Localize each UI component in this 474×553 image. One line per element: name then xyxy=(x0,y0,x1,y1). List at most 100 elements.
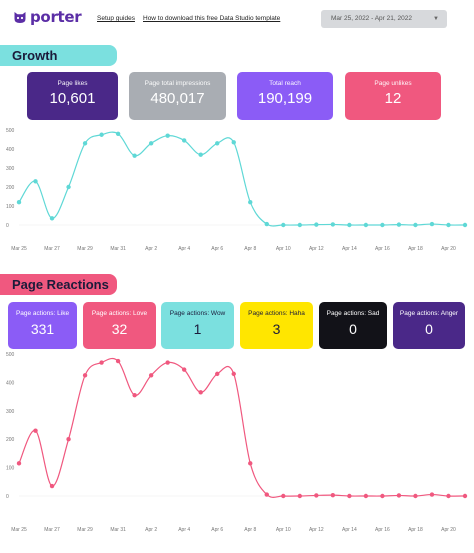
kpi-label: Page total impressions xyxy=(144,80,211,87)
growth-kpi-card: Total reach 190,199 xyxy=(237,72,333,120)
x-tick-label: Apr 6 xyxy=(211,527,223,533)
data-point xyxy=(148,373,154,378)
data-point xyxy=(132,153,137,158)
reaction-kpi-card: Page actions: Love 32 xyxy=(83,302,156,349)
y-tick-label: 200 xyxy=(6,185,15,191)
data-point xyxy=(363,222,369,228)
kpi-value: 32 xyxy=(111,321,128,337)
data-point xyxy=(264,492,269,497)
page-reactions-section-title: Page Reactions xyxy=(0,274,117,295)
data-point xyxy=(462,493,468,499)
data-point xyxy=(66,437,71,442)
data-point xyxy=(363,493,369,499)
data-point xyxy=(314,493,319,498)
data-point xyxy=(148,141,154,146)
x-tick-label: Apr 8 xyxy=(244,246,256,252)
data-point xyxy=(49,483,55,489)
data-point xyxy=(297,493,303,499)
brand-name: porter xyxy=(30,8,82,26)
data-point xyxy=(281,222,286,228)
data-point xyxy=(380,222,385,228)
data-point xyxy=(49,216,55,221)
data-point xyxy=(446,222,451,228)
data-point xyxy=(33,428,38,433)
data-point xyxy=(396,222,402,227)
x-tick-label: Mar 29 xyxy=(77,527,93,533)
setup-guides-link[interactable]: Setup guides xyxy=(97,15,135,22)
data-point xyxy=(16,200,22,205)
data-point xyxy=(347,493,352,499)
y-tick-label: 400 xyxy=(6,380,15,386)
reaction-kpi-card: Page actions: Haha 3 xyxy=(240,302,313,349)
kpi-value: 10,601 xyxy=(49,90,96,107)
kpi-value: 0 xyxy=(349,321,357,337)
data-point xyxy=(99,360,104,365)
data-point xyxy=(297,222,303,228)
x-tick-label: Mar 31 xyxy=(110,527,126,533)
x-tick-label: Apr 10 xyxy=(276,527,291,533)
data-point xyxy=(413,222,418,228)
growth-kpi-card: Page total impressions 480,017 xyxy=(129,72,226,120)
data-point xyxy=(314,222,319,227)
data-point xyxy=(99,132,104,137)
data-point xyxy=(248,200,253,205)
data-point xyxy=(16,461,22,466)
kpi-label: Page actions: Like xyxy=(15,310,70,317)
x-tick-label: Apr 20 xyxy=(441,527,456,533)
kpi-label: Page actions: Anger xyxy=(399,310,459,317)
reaction-kpi-card: Page actions: Anger 0 xyxy=(393,302,465,349)
data-point xyxy=(215,141,220,146)
x-tick-label: Apr 12 xyxy=(309,246,324,252)
kpi-label: Page actions: Sad xyxy=(326,310,380,317)
growth-line-chart: 500 400 300 200 100 0 Mar 25 Mar 27 Mar 29 Mar 31… xyxy=(6,128,468,252)
data-point xyxy=(347,222,352,228)
y-tick-label: 500 xyxy=(6,128,15,134)
data-point xyxy=(281,493,286,499)
x-tick-label: Apr 16 xyxy=(375,527,390,533)
data-point xyxy=(330,492,336,498)
growth-kpi-card: Page unlikes 12 xyxy=(345,72,441,120)
series-line xyxy=(18,131,466,227)
data-point xyxy=(181,367,187,372)
cat-logo-icon xyxy=(14,12,26,23)
x-tick-label: Mar 31 xyxy=(110,246,126,252)
reaction-kpi-card: Page actions: Sad 0 xyxy=(319,302,387,349)
kpi-value: 3 xyxy=(272,321,281,337)
data-point xyxy=(231,371,236,377)
kpi-value: 190,199 xyxy=(257,90,313,107)
x-tick-label: Apr 12 xyxy=(309,527,324,533)
data-point xyxy=(198,390,203,395)
top-bar: porter Setup guides How to download this… xyxy=(0,0,474,36)
y-tick-label: 0 xyxy=(6,223,9,229)
data-point xyxy=(115,131,121,136)
date-range-value: Mar 25, 2022 - Apr 21, 2022 xyxy=(331,15,412,22)
growth-kpi-card: Page likes 10,601 xyxy=(27,72,118,120)
data-point xyxy=(165,133,170,138)
x-tick-label: Mar 27 xyxy=(44,246,60,252)
y-tick-label: 0 xyxy=(6,494,9,500)
x-tick-label: Apr 4 xyxy=(178,527,190,533)
x-tick-label: Apr 16 xyxy=(375,246,390,252)
x-tick-label: Mar 29 xyxy=(77,246,93,252)
date-range-picker[interactable]: Mar 25, 2022 - Apr 21, 2022 ▼ xyxy=(321,10,447,28)
data-point xyxy=(231,140,236,145)
kpi-label: Page actions: Wow xyxy=(169,310,226,317)
kpi-value: 1 xyxy=(193,321,202,337)
porter-logo[interactable]: porter xyxy=(13,8,82,26)
kpi-label: Page likes xyxy=(57,80,88,87)
kpi-value: 12 xyxy=(384,90,402,107)
y-tick-label: 200 xyxy=(6,437,15,443)
x-tick-label: Apr 8 xyxy=(244,527,256,533)
kpi-value: 480,017 xyxy=(150,90,205,107)
kpi-label: Page actions: Love xyxy=(91,310,148,317)
dropdown-arrow-icon: ▼ xyxy=(433,16,439,22)
kpi-value: 331 xyxy=(30,321,55,337)
data-point xyxy=(165,360,170,365)
growth-section-title: Growth xyxy=(0,45,117,66)
x-tick-label: Apr 10 xyxy=(276,246,291,252)
data-point xyxy=(446,493,451,499)
download-template-link[interactable]: How to download this free Data Studio te… xyxy=(143,15,281,22)
y-tick-label: 100 xyxy=(6,204,15,210)
x-tick-label: Apr 2 xyxy=(145,527,157,533)
reactions-line-chart: 500 400 300 200 100 0 Mar 25 Mar 27 Mar 29 Mar 31… xyxy=(6,352,468,533)
